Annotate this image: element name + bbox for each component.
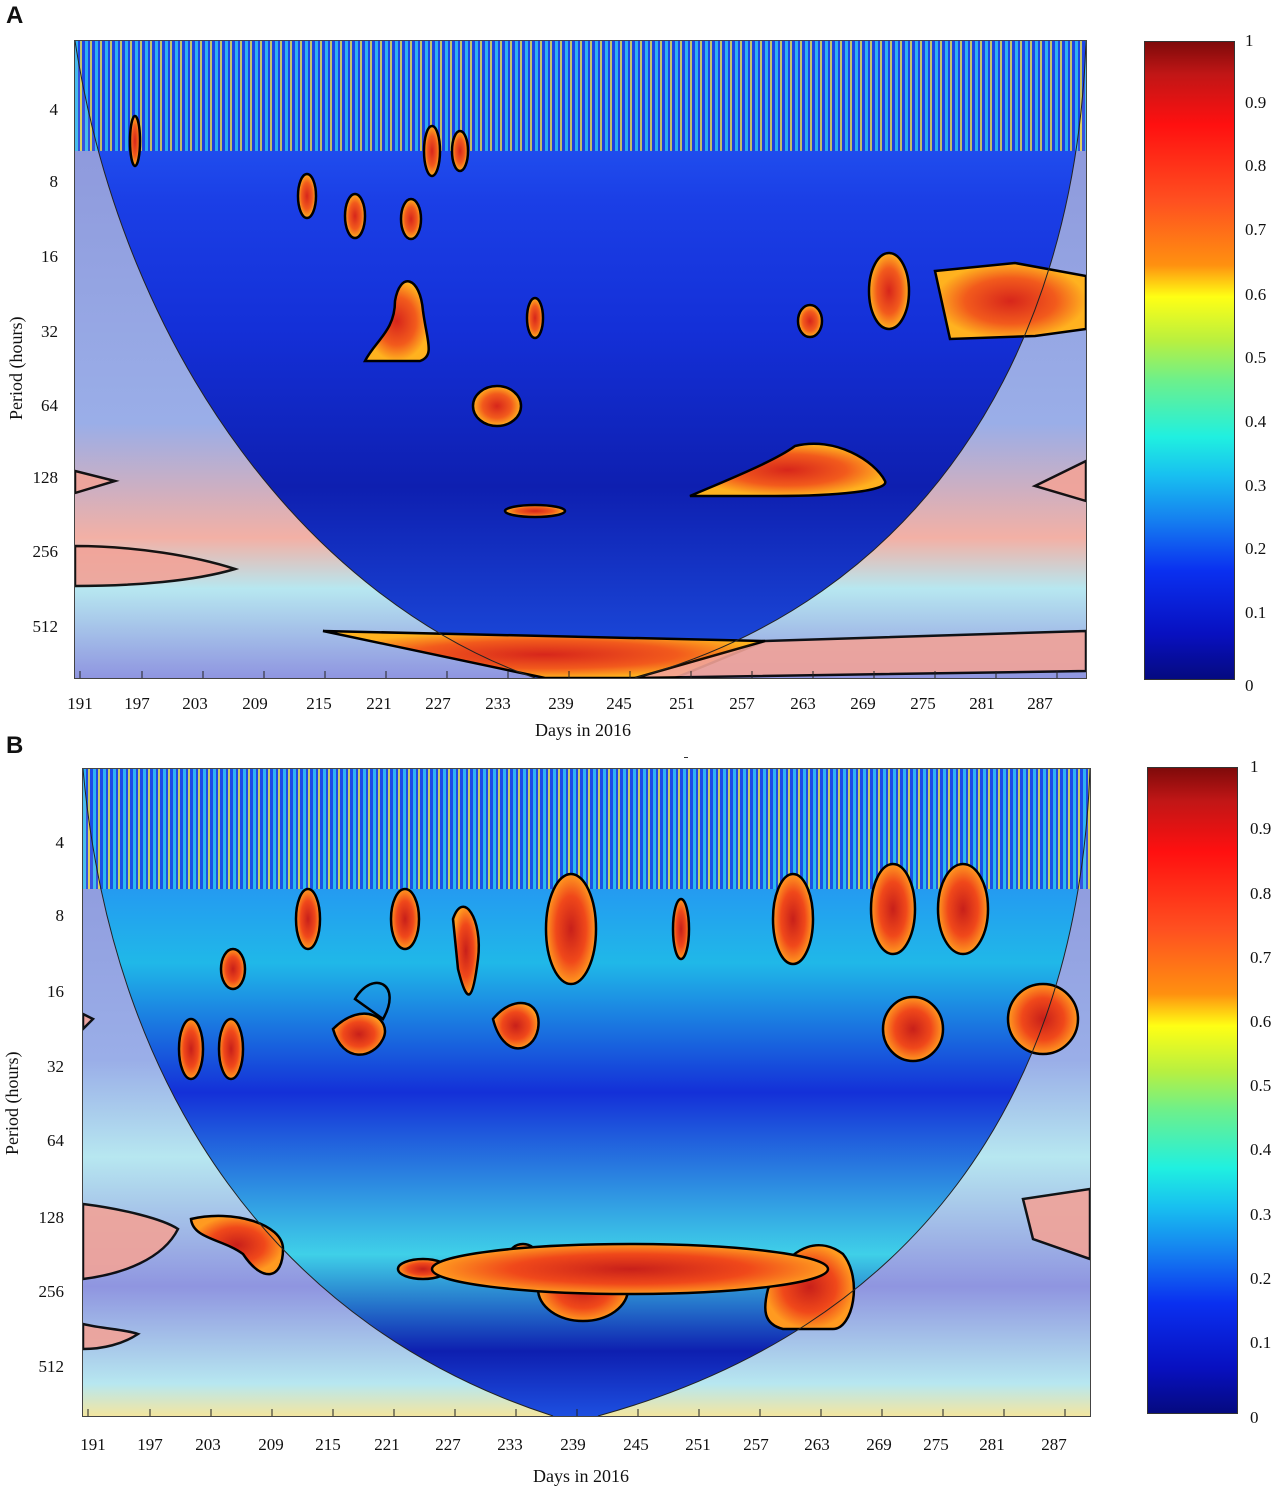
ytick-a-4: 4 — [49, 100, 59, 119]
ylabel-b: Period (hours) — [2, 1051, 22, 1155]
xtick-b-221: 221 — [374, 1435, 400, 1454]
xtick-a-203: 203 — [182, 694, 208, 713]
ylabel-a: Period (hours) — [6, 316, 26, 420]
ctick-b-0.9: 0.9 — [1250, 819, 1272, 838]
xtick-b-275: 275 — [923, 1435, 949, 1454]
xtick-b-269: 269 — [866, 1435, 892, 1454]
ytick-a-256: 256 — [32, 542, 59, 561]
ctick-a-0.9: 0.9 — [1245, 93, 1267, 112]
colorbar-b — [1147, 767, 1238, 1414]
ctick-b-0.7: 0.7 — [1250, 948, 1272, 967]
ctick-a-0.8: 0.8 — [1245, 156, 1267, 175]
xtick-a-191: 191 — [67, 694, 93, 713]
xtick-a-239: 239 — [548, 694, 574, 713]
ctick-b-1: 1 — [1250, 757, 1259, 776]
panel-label-b: B — [6, 732, 24, 759]
xtick-b-257: 257 — [743, 1435, 769, 1454]
ctick-a-0.1: 0.1 — [1245, 603, 1267, 622]
xtick-a-197: 197 — [124, 694, 150, 713]
ctick-b-0.6: 0.6 — [1250, 1012, 1272, 1031]
xtick-a-275: 275 — [910, 694, 936, 713]
ctick-a-0.3: 0.3 — [1245, 476, 1267, 495]
wavelet-plot-a — [74, 40, 1087, 679]
xtick-b-281: 281 — [979, 1435, 1005, 1454]
ytick-b-64: 64 — [47, 1131, 64, 1150]
panel-label-a: A — [6, 2, 24, 29]
xtick-a-263: 263 — [790, 694, 816, 713]
xtick-a-287: 287 — [1027, 694, 1053, 713]
ctick-b-0.2: 0.2 — [1250, 1269, 1272, 1288]
ctick-a-0.6: 0.6 — [1245, 285, 1267, 304]
xtick-b-203: 203 — [195, 1435, 221, 1454]
ytick-b-256: 256 — [38, 1282, 65, 1301]
ytick-b-4: 4 — [55, 833, 65, 852]
ctick-b-0.5: 0.5 — [1250, 1076, 1272, 1095]
xtick-a-215: 215 — [306, 694, 332, 713]
ytick-a-512: 512 — [32, 617, 59, 636]
xtick-b-245: 245 — [623, 1435, 649, 1454]
heatmap-b — [83, 769, 1090, 1416]
xlabel-b: Days in 2016 — [533, 1466, 629, 1486]
xlabel-a: Days in 2016 — [535, 720, 631, 740]
ctick-b-0: 0 — [1250, 1408, 1259, 1427]
xtick-b-191: 191 — [80, 1435, 106, 1454]
xtick-b-209: 209 — [258, 1435, 284, 1454]
ctick-a-0.7: 0.7 — [1245, 220, 1267, 239]
ctick-a-0: 0 — [1245, 676, 1254, 695]
ytick-b-8: 8 — [55, 906, 65, 925]
ytick-b-32: 32 — [47, 1057, 64, 1076]
xtick-a-245: 245 — [606, 694, 632, 713]
xtick-b-263: 263 — [804, 1435, 830, 1454]
xtick-b-197: 197 — [137, 1435, 163, 1454]
xtick-a-251: 251 — [669, 694, 695, 713]
xtick-a-227: 227 — [425, 694, 451, 713]
xtick-a-269: 269 — [850, 694, 876, 713]
ctick-b-0.4: 0.4 — [1250, 1140, 1272, 1159]
xtick-b-239: 239 — [560, 1435, 586, 1454]
ytick-b-512: 512 — [38, 1357, 65, 1376]
ctick-a-0.4: 0.4 — [1245, 412, 1267, 431]
wavelet-plot-b — [82, 768, 1091, 1417]
xtick-b-251: 251 — [685, 1435, 711, 1454]
ctick-b-0.3: 0.3 — [1250, 1205, 1272, 1224]
xtick-a-233: 233 — [485, 694, 511, 713]
ytick-b-16: 16 — [47, 982, 64, 1001]
xtick-a-209: 209 — [242, 694, 268, 713]
colorbar-a — [1144, 41, 1235, 680]
ctick-b-0.8: 0.8 — [1250, 884, 1272, 903]
xtick-b-287: 287 — [1041, 1435, 1067, 1454]
ctick-a-0.5: 0.5 — [1245, 348, 1267, 367]
ytick-a-8: 8 — [49, 172, 59, 191]
heatmap-a — [75, 41, 1086, 678]
ytick-a-32: 32 — [41, 322, 58, 341]
xtick-b-227: 227 — [435, 1435, 461, 1454]
ytick-a-64: 64 — [41, 396, 58, 415]
xtick-b-233: 233 — [497, 1435, 523, 1454]
xtick-a-221: 221 — [366, 694, 392, 713]
xtick-b-215: 215 — [315, 1435, 341, 1454]
ctick-a-0.2: 0.2 — [1245, 539, 1267, 558]
stray-mark — [684, 757, 688, 758]
ytick-a-128: 128 — [32, 468, 59, 487]
ctick-a-1: 1 — [1245, 31, 1254, 50]
xtick-a-281: 281 — [969, 694, 995, 713]
ctick-b-0.1: 0.1 — [1250, 1333, 1272, 1352]
ytick-a-16: 16 — [41, 247, 58, 266]
ytick-b-128: 128 — [38, 1208, 65, 1227]
xtick-a-257: 257 — [729, 694, 755, 713]
